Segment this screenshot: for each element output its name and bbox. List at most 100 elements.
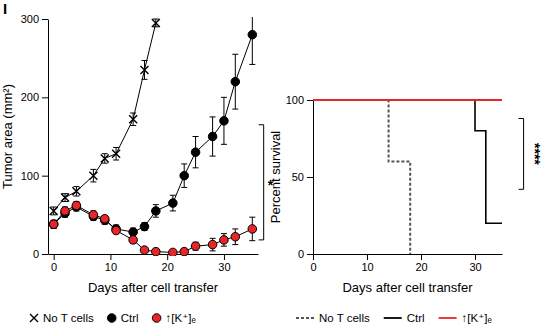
tick-mark — [42, 97, 48, 98]
tick-mark — [110, 254, 111, 260]
tick-mark — [224, 254, 225, 260]
marker — [180, 171, 189, 180]
tick-label: 20 — [162, 261, 174, 273]
legend-item: ↑[K⁺]ₑ — [439, 312, 492, 324]
marker — [231, 232, 240, 241]
legend-label: ↑[K⁺]ₑ — [462, 312, 492, 324]
significance-bracket — [519, 118, 524, 189]
legend-swatch — [107, 314, 116, 323]
marker — [140, 246, 149, 255]
series — [313, 100, 502, 223]
legend-label: ↑[K⁺]ₑ — [166, 312, 196, 324]
marker — [231, 77, 240, 86]
tick-label: 30 — [469, 261, 481, 273]
y-axis: 0 100 200 300 — [21, 13, 49, 260]
panel-label: I — [3, 0, 7, 17]
survival-line — [313, 99, 502, 101]
legend-item: Ctrl — [384, 312, 425, 324]
y-axis: 0 50 100 — [286, 94, 314, 260]
error-bar — [141, 61, 147, 80]
error-bar — [130, 113, 136, 126]
series — [313, 100, 410, 254]
tick-mark — [475, 254, 476, 260]
tick-mark — [313, 254, 314, 260]
marker — [208, 132, 217, 141]
marker — [101, 154, 109, 162]
marker — [140, 66, 148, 74]
tick: 20 — [162, 254, 174, 273]
legend-swatch — [384, 317, 402, 319]
marker — [152, 247, 161, 256]
marker — [129, 228, 138, 237]
y-axis-line — [48, 20, 49, 255]
marker — [220, 236, 229, 245]
marker — [49, 220, 58, 229]
tick: 100 — [21, 170, 48, 182]
tick: 100 — [286, 94, 313, 106]
tick-label: 10 — [105, 261, 117, 273]
tick-label: 20 — [415, 261, 427, 273]
marker — [140, 222, 149, 231]
tick-label: 50 — [292, 171, 304, 183]
error-bar — [90, 169, 96, 182]
marker — [61, 194, 69, 202]
plot-area — [49, 17, 256, 256]
legend: No T cells Ctrl ↑[K⁺]ₑ — [296, 312, 492, 324]
marker — [129, 115, 137, 123]
marker — [208, 240, 217, 249]
legend-swatch — [152, 314, 161, 323]
marker — [72, 187, 80, 195]
marker — [61, 207, 70, 216]
tick-mark — [367, 254, 368, 260]
x-axis-title: Days after cell transfer — [88, 280, 219, 295]
legend-item: No T cells — [30, 312, 94, 324]
legend-swatch — [30, 314, 38, 322]
tick-mark — [167, 254, 168, 260]
tick-label: 0 — [310, 261, 316, 273]
tick: 30 — [218, 254, 230, 273]
tick-mark — [42, 19, 48, 20]
error-bar — [73, 187, 79, 196]
x-axis: 0 10 20 30 — [49, 254, 259, 273]
series-line — [54, 23, 156, 211]
tick: 300 — [21, 13, 48, 25]
tick-mark — [307, 100, 313, 101]
marker — [191, 148, 200, 157]
tick-mark — [307, 177, 313, 178]
y-axis-line — [313, 101, 314, 255]
marker — [100, 214, 109, 223]
tick: 30 — [469, 254, 481, 273]
marker — [89, 172, 97, 180]
marker — [191, 242, 200, 251]
marker — [248, 225, 257, 234]
marker — [169, 199, 178, 208]
legend-label: No T cells — [43, 312, 94, 324]
tick: 10 — [105, 254, 117, 273]
plot-area — [313, 100, 502, 254]
legend-item: No T cells — [296, 312, 370, 324]
error-bar — [51, 207, 57, 215]
tick: 0 — [51, 254, 57, 273]
series — [49, 201, 256, 256]
tick: 0 — [298, 248, 313, 260]
tick-label: 200 — [21, 91, 39, 103]
series-line — [54, 35, 253, 232]
marker — [49, 220, 58, 229]
tick-label: 10 — [361, 261, 373, 273]
legend-swatch — [296, 317, 314, 319]
panel: I01020300100200300Days after cell transf… — [0, 0, 274, 324]
legend-swatch — [439, 317, 457, 319]
error-bar — [102, 154, 108, 163]
marker — [152, 19, 160, 27]
tick-mark — [54, 254, 55, 260]
marker — [89, 211, 98, 220]
legend-label: Ctrl — [407, 312, 425, 324]
error-bar — [113, 147, 119, 160]
survival-line — [313, 100, 410, 254]
marker — [248, 30, 257, 39]
tick: 50 — [292, 171, 313, 183]
tick: 0 — [33, 248, 48, 260]
tick-mark — [42, 254, 48, 255]
tick-label: 100 — [286, 94, 304, 106]
series — [49, 17, 256, 236]
